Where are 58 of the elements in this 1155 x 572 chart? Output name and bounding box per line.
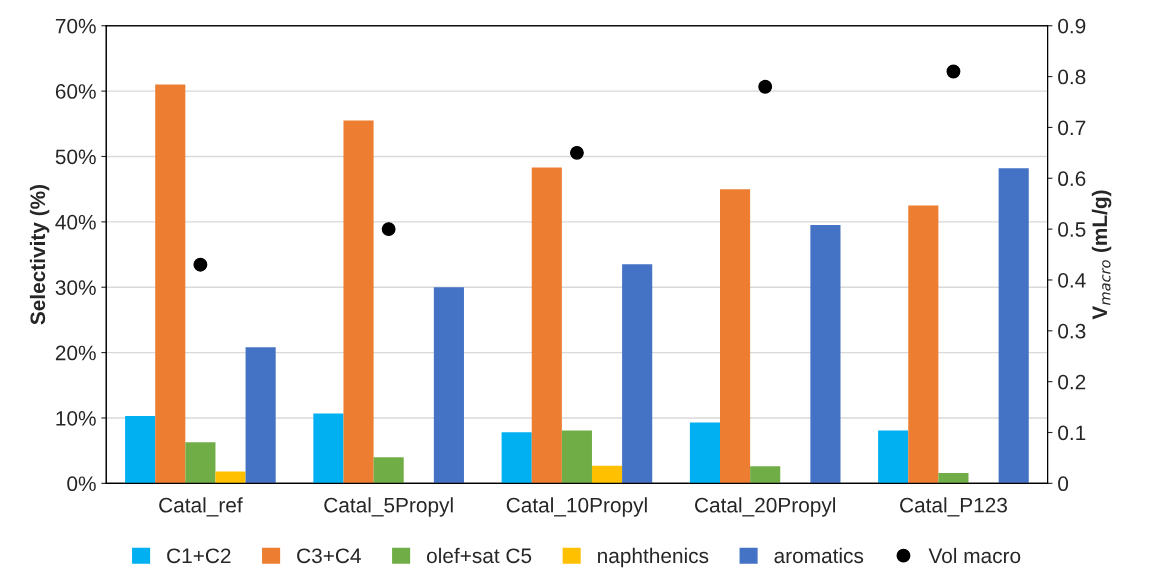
y2-tick-label: 0.3 bbox=[1058, 323, 1086, 339]
x-tick-label: Catal_5Propyl bbox=[324, 497, 453, 517]
legend-label: C1+C2 bbox=[167, 548, 231, 564]
x-tick-label: Catal_20Propyl bbox=[695, 497, 836, 517]
y2-axis-title: V$_{macro}$ (mL/g) bbox=[1091, 190, 1112, 320]
y-tick-label: 0% bbox=[67, 476, 96, 492]
y-tick-label: 30% bbox=[55, 280, 96, 295]
legend-label: olef+sat C5 bbox=[426, 547, 532, 564]
bar bbox=[720, 189, 751, 484]
bar bbox=[125, 416, 156, 484]
bar bbox=[215, 471, 246, 484]
bar bbox=[155, 84, 186, 484]
y2-tick-label: 0.9 bbox=[1058, 18, 1086, 34]
y-tick-label: 50% bbox=[55, 149, 96, 165]
bar bbox=[245, 347, 276, 484]
legend-label: naphthenics bbox=[598, 547, 709, 568]
point bbox=[569, 145, 584, 160]
bar bbox=[433, 287, 464, 484]
point bbox=[381, 222, 396, 237]
y-tick-label: 10% bbox=[56, 410, 96, 426]
legend-label: Vol macro bbox=[928, 547, 1021, 564]
bar bbox=[373, 457, 404, 484]
y2-tick-label: 0.7 bbox=[1058, 120, 1086, 136]
point bbox=[946, 64, 961, 79]
bar bbox=[531, 167, 562, 484]
y2-tick-label: 0.1 bbox=[1058, 425, 1086, 441]
y2-tick-label: 0.5 bbox=[1058, 222, 1086, 237]
point bbox=[758, 79, 773, 94]
y2-tick-label: 0.4 bbox=[1058, 272, 1086, 288]
y2-tick-label: 0.8 bbox=[1058, 69, 1086, 85]
bar bbox=[938, 472, 969, 484]
bar bbox=[750, 466, 781, 484]
bar bbox=[622, 264, 653, 484]
bar bbox=[501, 432, 532, 484]
y-tick-label: 60% bbox=[55, 84, 96, 99]
bar bbox=[878, 430, 909, 484]
bar bbox=[689, 422, 720, 484]
legend-label: C3+C4 bbox=[297, 548, 361, 564]
bar bbox=[343, 120, 374, 484]
point bbox=[193, 257, 208, 272]
bar bbox=[810, 225, 841, 484]
y2-tick-label: 0.6 bbox=[1058, 171, 1086, 187]
y-tick-label: 40% bbox=[55, 214, 96, 230]
bar bbox=[908, 205, 939, 484]
y2-tick-label: 0 bbox=[1058, 476, 1069, 492]
y2-tick-label: 0.2 bbox=[1058, 374, 1086, 390]
y-axis-title: Selectivity (%) bbox=[29, 184, 50, 325]
bar bbox=[185, 442, 216, 484]
y-tick-label: 20% bbox=[55, 345, 96, 361]
bar bbox=[561, 430, 592, 484]
bar bbox=[313, 413, 344, 484]
x-tick-label: Catal_10Propyl bbox=[506, 497, 647, 517]
y-tick-label: 70% bbox=[55, 18, 96, 34]
legend-label: aromatics bbox=[774, 547, 864, 564]
bar bbox=[591, 465, 623, 484]
x-tick-label: Catal_ref bbox=[159, 497, 243, 517]
x-tick-label: Catal_P123 bbox=[900, 497, 1007, 517]
bar bbox=[998, 168, 1029, 484]
